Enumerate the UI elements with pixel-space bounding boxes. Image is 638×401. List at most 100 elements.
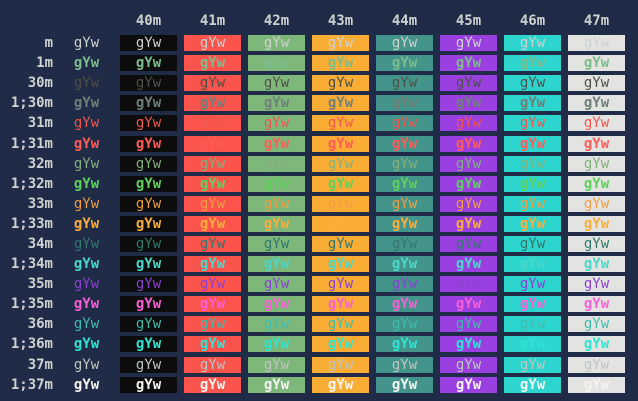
- row-label-1-37m: 1;37m: [10, 376, 53, 393]
- sample-43m-bg: gYw: [312, 235, 369, 252]
- test-row-36m: 36m gYw gYw gYw gYw gYw gYw gYw gYw gYw: [0, 314, 638, 334]
- sample-45m-bg: gYw: [440, 95, 497, 112]
- row-label-36m: 36m: [27, 316, 53, 333]
- sample-44m-bg: gYw: [376, 95, 433, 112]
- sample-42m-bg: gYw: [248, 356, 305, 373]
- sample-42m-bg: gYw: [248, 215, 305, 232]
- sample-40m-bg: gYw: [120, 95, 177, 112]
- sample-41m-bg: gYw: [184, 135, 241, 152]
- sample-44m-bg: gYw: [376, 155, 433, 172]
- sample-default-bg: gYw: [73, 155, 100, 172]
- sample-42m-bg: gYw: [248, 336, 305, 353]
- sample-46m-bg: gYw: [504, 235, 561, 252]
- sample-43m-bg: gYw: [312, 55, 369, 72]
- sample-41m-bg: gYw: [184, 155, 241, 172]
- sample-42m-bg: gYw: [248, 115, 305, 132]
- sample-default-bg: gYw: [73, 376, 100, 393]
- column-header-41m: 41m: [199, 13, 226, 29]
- sample-41m-bg: gYw: [184, 75, 241, 92]
- sample-44m-bg: gYw: [376, 55, 433, 72]
- sample-44m-bg: gYw: [376, 135, 433, 152]
- sample-47m-bg: gYw: [568, 256, 625, 273]
- row-label-31m: 31m: [27, 115, 53, 132]
- sample-40m-bg: gYw: [120, 336, 177, 353]
- row-label-1-31m: 1;31m: [10, 135, 53, 152]
- sample-42m-bg: gYw: [248, 376, 305, 393]
- test-row-1m: 1m gYw gYw gYw gYw gYw gYw gYw gYw gYw: [0, 53, 638, 73]
- sample-42m-bg: gYw: [248, 35, 305, 52]
- header-row: 40m 41m 42m 43m 44m 45m 46m 47m: [0, 0, 638, 33]
- row-label-1-35m: 1;35m: [10, 296, 53, 313]
- test-row-1-36m: 1;36m gYw gYw gYw gYw gYw gYw gYw gYw gYw: [0, 334, 638, 354]
- sample-default-bg: gYw: [73, 235, 100, 252]
- sample-default-bg: gYw: [73, 296, 100, 313]
- column-header-40m: 40m: [135, 13, 162, 29]
- test-row-1-31m: 1;31m gYw gYw gYw gYw gYw gYw gYw gYw gYw: [0, 133, 638, 153]
- sample-default-bg: gYw: [73, 95, 100, 112]
- row-label-1m: 1m: [36, 55, 53, 72]
- sample-default-bg: gYw: [73, 75, 100, 92]
- row-label-32m: 32m: [27, 155, 53, 172]
- sample-45m-bg: gYw: [440, 35, 497, 52]
- column-header-47m: 47m: [583, 13, 610, 29]
- row-label-1-30m: 1;30m: [10, 95, 53, 112]
- sample-47m-bg: gYw: [568, 235, 625, 252]
- row-label-1-32m: 1;32m: [10, 175, 53, 192]
- sample-44m-bg: gYw: [376, 215, 433, 232]
- sample-40m-bg: gYw: [120, 35, 177, 52]
- sample-47m-bg: gYw: [568, 316, 625, 333]
- sample-42m-bg: gYw: [248, 175, 305, 192]
- test-row-1-37m: 1;37m gYw gYw gYw gYw gYw gYw gYw gYw gYw: [0, 375, 638, 395]
- sample-43m-bg: gYw: [312, 276, 369, 293]
- sample-41m-bg: gYw: [184, 215, 241, 232]
- sample-44m-bg: gYw: [376, 336, 433, 353]
- sample-46m-bg: gYw: [504, 276, 561, 293]
- sample-default-bg: gYw: [73, 356, 100, 373]
- sample-46m-bg: gYw: [504, 195, 561, 212]
- sample-default-bg: gYw: [73, 35, 100, 52]
- sample-41m-bg: gYw: [184, 256, 241, 273]
- sample-45m-bg: gYw: [440, 356, 497, 373]
- test-row-1-32m: 1;32m gYw gYw gYw gYw gYw gYw gYw gYw gYw: [0, 174, 638, 194]
- sample-46m-bg: gYw: [504, 316, 561, 333]
- sample-42m-bg: gYw: [248, 195, 305, 212]
- test-row-34m: 34m gYw gYw gYw gYw gYw gYw gYw gYw gYw: [0, 234, 638, 254]
- sample-47m-bg: gYw: [568, 296, 625, 313]
- sample-46m-bg: gYw: [504, 336, 561, 353]
- sample-47m-bg: gYw: [568, 115, 625, 132]
- sample-46m-bg: gYw: [504, 35, 561, 52]
- row-label-m: m: [44, 35, 53, 52]
- sample-40m-bg: gYw: [120, 276, 177, 293]
- row-label-1-33m: 1;33m: [10, 215, 53, 232]
- sample-40m-bg: gYw: [120, 356, 177, 373]
- sample-44m-bg: gYw: [376, 75, 433, 92]
- sample-40m-bg: gYw: [120, 376, 177, 393]
- sample-47m-bg: gYw: [568, 155, 625, 172]
- sample-40m-bg: gYw: [120, 75, 177, 92]
- sample-41m-bg: gYw: [184, 55, 241, 72]
- sample-44m-bg: gYw: [376, 175, 433, 192]
- sample-42m-bg: gYw: [248, 75, 305, 92]
- test-row-32m: 32m gYw gYw gYw gYw gYw gYw gYw gYw gYw: [0, 154, 638, 174]
- sample-45m-bg: gYw: [440, 215, 497, 232]
- sample-42m-bg: gYw: [248, 256, 305, 273]
- test-row-35m: 35m gYw gYw gYw gYw gYw gYw gYw gYw gYw: [0, 274, 638, 294]
- sample-43m-bg: gYw: [312, 35, 369, 52]
- sample-45m-bg: gYw: [440, 175, 497, 192]
- sample-46m-bg: gYw: [504, 115, 561, 132]
- sample-41m-bg: gYw: [184, 316, 241, 333]
- sample-47m-bg: gYw: [568, 195, 625, 212]
- sample-47m-bg: gYw: [568, 276, 625, 293]
- sample-41m-bg: gYw: [184, 376, 241, 393]
- sample-40m-bg: gYw: [120, 55, 177, 72]
- sample-42m-bg: gYw: [248, 316, 305, 333]
- sample-46m-bg: gYw: [504, 75, 561, 92]
- sample-43m-bg: gYw: [312, 135, 369, 152]
- sample-46m-bg: gYw: [504, 55, 561, 72]
- sample-default-bg: gYw: [73, 276, 100, 293]
- sample-41m-bg: gYw: [184, 195, 241, 212]
- sample-default-bg: gYw: [73, 135, 100, 152]
- sample-default-bg: gYw: [73, 175, 100, 192]
- sample-43m-bg: gYw: [312, 155, 369, 172]
